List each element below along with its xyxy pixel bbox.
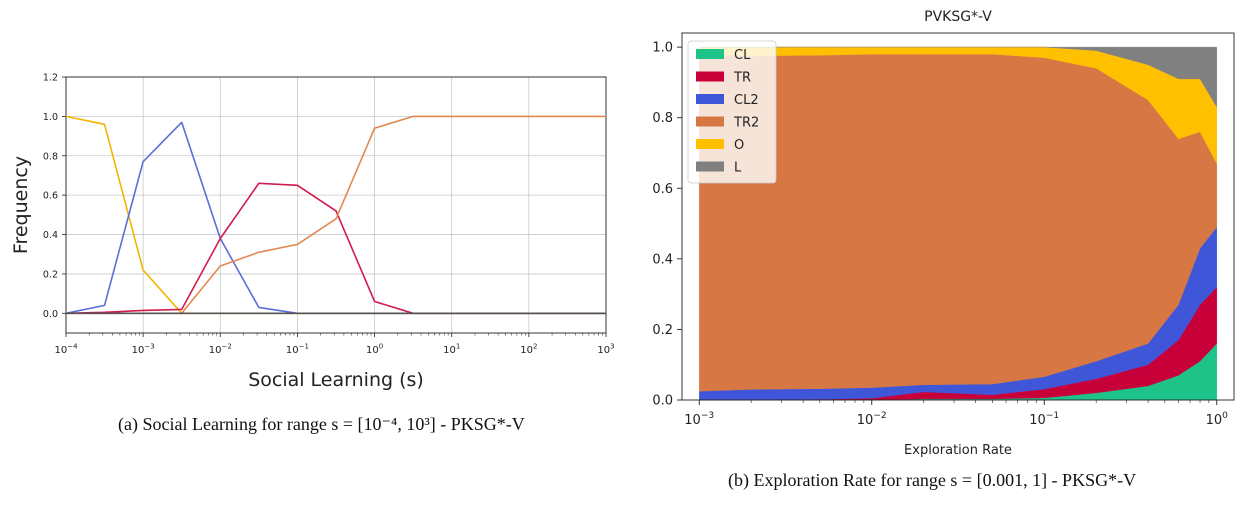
y-tick-label: 0.2	[652, 323, 673, 338]
legend-label-cl: CL	[734, 48, 751, 63]
y-tick-label: 0.0	[652, 394, 673, 409]
x-tick-label: 100	[1206, 411, 1229, 428]
legend-label-cl2: CL2	[734, 93, 759, 108]
x-tick-label: 101	[443, 343, 460, 357]
legend-swatch-o	[696, 139, 724, 149]
series-line-4	[66, 115, 606, 315]
x-tick-label: 103	[597, 343, 614, 357]
caption-b: (b) Exploration Rate for range s = [0.00…	[728, 470, 1137, 490]
y-tick-label: 0.0	[43, 309, 58, 320]
y-tick-label: 1.0	[43, 112, 58, 123]
x-tick-label: 10−3	[684, 411, 714, 428]
y-tick-label: 0.8	[43, 151, 58, 162]
legend-swatch-l	[696, 161, 724, 172]
legend-label-tr: TR	[733, 71, 751, 86]
legend-swatch-cl2	[696, 94, 724, 104]
legend-label-o: O	[734, 138, 744, 153]
social-learning-line-chart: 0.0 0.2 0.4 0.6 0.8 1.0 1.2 10−4 10−3 10−2 10−1 100…	[10, 73, 615, 392]
area-l	[699, 46, 1217, 108]
x-tick-label: 10−3	[132, 343, 155, 357]
series-line-1	[65, 115, 606, 315]
x-tick-label: 10−4	[54, 343, 78, 357]
x-tick-label: 100	[366, 343, 383, 357]
y-tick-label: 0.6	[652, 182, 673, 197]
y-axis-label: Frequency	[10, 156, 32, 254]
x-tick-label: 10−2	[209, 343, 232, 357]
y-tick-label: 0.4	[652, 252, 673, 267]
legend-swatch-cl	[696, 49, 724, 59]
legend-label-l: L	[734, 161, 742, 176]
x-tick-label: 10−1	[286, 343, 309, 357]
y-tick-label: 0.4	[43, 230, 58, 241]
y-tick-label: 0.6	[43, 191, 58, 202]
y-tick-label: 1.2	[43, 73, 58, 84]
x-tick-label: 102	[520, 343, 537, 357]
y-tick-label: 0.2	[43, 269, 58, 280]
plot-frame	[65, 76, 607, 334]
legend-label-tr2: TR2	[733, 116, 759, 131]
area-tr2	[699, 53, 1217, 392]
legend-swatch-tr	[696, 71, 724, 82]
x-tick-label: 10−1	[1029, 411, 1059, 428]
x-tick-label: 10−2	[857, 411, 887, 428]
legend: CL TR CL2 TR2 OL	[687, 40, 777, 184]
caption-a: (a) Social Learning for range s = [10⁻⁴,…	[118, 414, 525, 434]
x-axis-label: Social Learning (s)	[248, 369, 424, 391]
legend-swatch-tr2	[696, 116, 724, 127]
exploration-rate-stacked-area-chart: PVKSG*-V 0.0 0.2 0.4 0.6 0.8 1.0 10−3 10−2 10−1 10…	[652, 9, 1235, 458]
series-line-3	[65, 182, 606, 315]
y-tick-label: 1.0	[652, 41, 673, 56]
y-tick-label: 0.8	[652, 111, 673, 126]
x-axis-label: Exploration Rate	[904, 443, 1012, 458]
plot-frame	[681, 32, 1235, 401]
chart-title: PVKSG*-V	[924, 9, 992, 25]
